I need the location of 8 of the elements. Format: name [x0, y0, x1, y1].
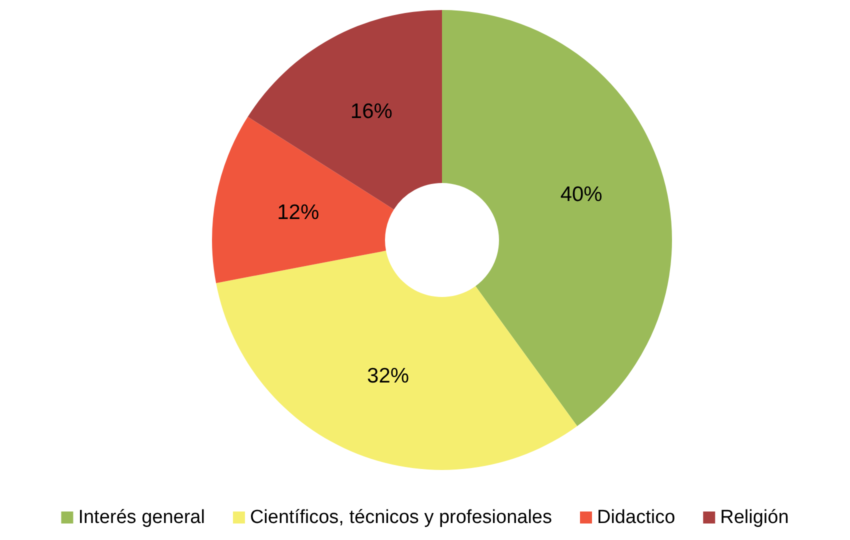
legend-label: Interés general — [78, 507, 205, 528]
data-label: 16% — [350, 100, 392, 124]
data-label: 40% — [560, 183, 602, 206]
legend-label: Religión — [720, 507, 789, 528]
data-label: 12% — [277, 201, 320, 224]
legend-label: Didactico — [596, 507, 676, 528]
data-label: 32% — [367, 364, 410, 388]
legend-label: Científicos, técnicos y profesionales — [250, 507, 552, 528]
